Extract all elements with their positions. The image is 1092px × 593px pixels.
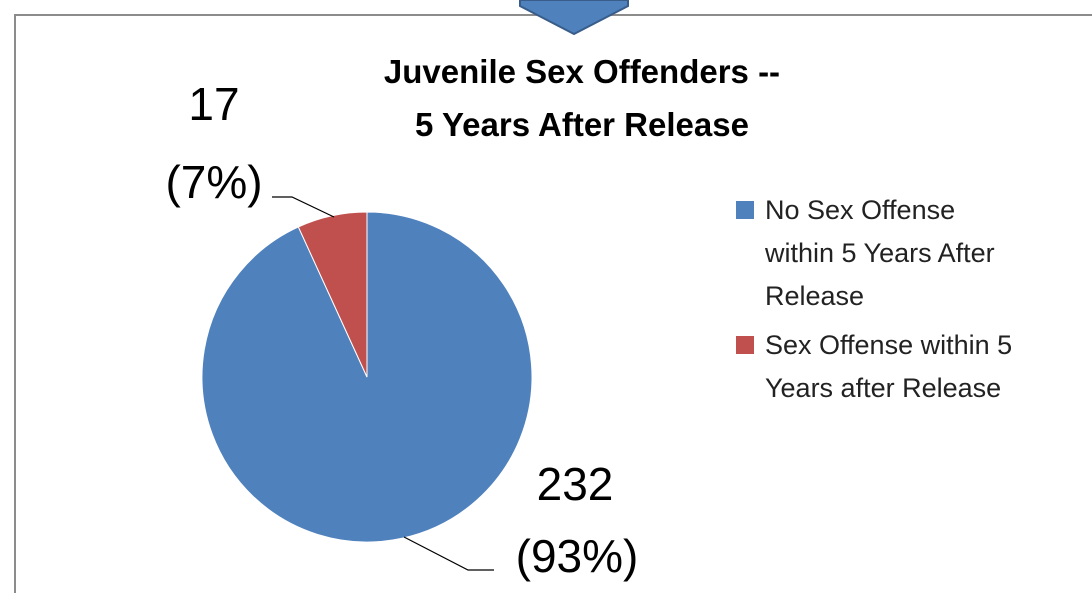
legend-label-no-sex-offense-line3: Release [765,281,864,311]
legend-swatch-no-sex-offense [736,201,754,219]
pie-slices [201,211,533,543]
chart-frame [14,14,1092,593]
legend-swatch-sex-offense [736,336,754,354]
chart-title: Juvenile Sex Offenders -- [384,53,780,90]
legend-label-sex-offense-line1: Sex Offense within 5 [765,330,1012,360]
data-label-percent-no-sex-offense: (93%) [516,530,639,582]
data-label-percent-sex-offense: (7%) [165,156,262,208]
chart-subtitle: 5 Years After Release [415,106,749,143]
legend-label-no-sex-offense-line1: No Sex Offense [765,195,955,225]
data-label-value-no-sex-offense: 232 [537,458,614,510]
leader-line-no-sex-offense [403,536,494,571]
down-arrow-icon [519,0,629,36]
data-label-value-sex-offense: 17 [188,78,239,130]
leader-line-sex-offense [272,196,335,218]
legend-label-no-sex-offense-line2: within 5 Years After [764,238,995,268]
chart-legend: No Sex Offense within 5 Years After Rele… [736,195,1012,403]
legend-label-sex-offense-line2: Years after Release [765,373,1001,403]
